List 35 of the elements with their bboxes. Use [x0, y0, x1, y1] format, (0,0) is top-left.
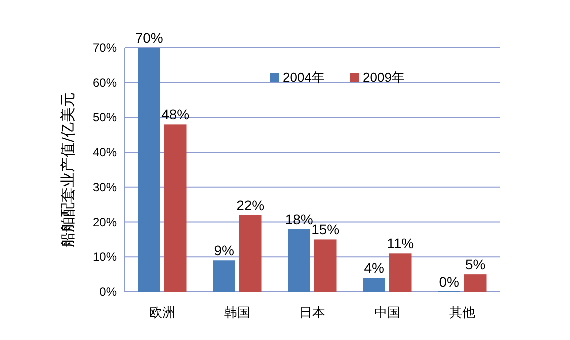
data-label: 9% [214, 242, 234, 259]
x-tick-label: 其他 [450, 305, 476, 320]
y-tick-label: 10% [92, 250, 118, 264]
bar [164, 124, 187, 292]
y-tick-label: 70% [92, 41, 118, 55]
y-tick-label: 30% [92, 180, 118, 194]
x-tick-label: 欧洲 [150, 305, 176, 320]
bar [288, 229, 310, 292]
bar [213, 260, 236, 292]
bar [138, 48, 160, 292]
y-axis-title: 船舶配套业产值/亿美元 [59, 92, 77, 248]
x-tick-label: 日本 [300, 305, 326, 320]
data-label: 5% [466, 256, 486, 273]
y-tick-label: 40% [92, 146, 118, 160]
bar [240, 215, 262, 292]
y-tick-label: 0% [100, 285, 118, 299]
x-tick-label: 中国 [374, 305, 400, 320]
data-label: 22% [236, 197, 265, 214]
data-label: 4% [364, 260, 384, 276]
data-label: 11% [387, 236, 414, 252]
bar [363, 278, 386, 292]
data-label: 18% [285, 211, 314, 228]
y-tick-label: 60% [92, 76, 118, 90]
bar [464, 274, 487, 292]
data-label: 15% [312, 222, 340, 238]
y-tick-label: 20% [92, 215, 118, 230]
bar [390, 254, 412, 292]
data-label: 48% [162, 106, 190, 123]
bar [314, 240, 337, 292]
legend-label: 2004年 [283, 70, 325, 85]
legend-label: 2009年 [363, 70, 405, 85]
y-tick-label: 50% [92, 110, 118, 125]
data-label: 70% [135, 30, 164, 46]
data-label: 0% [439, 274, 460, 290]
x-tick-label: 韩国 [224, 305, 250, 320]
